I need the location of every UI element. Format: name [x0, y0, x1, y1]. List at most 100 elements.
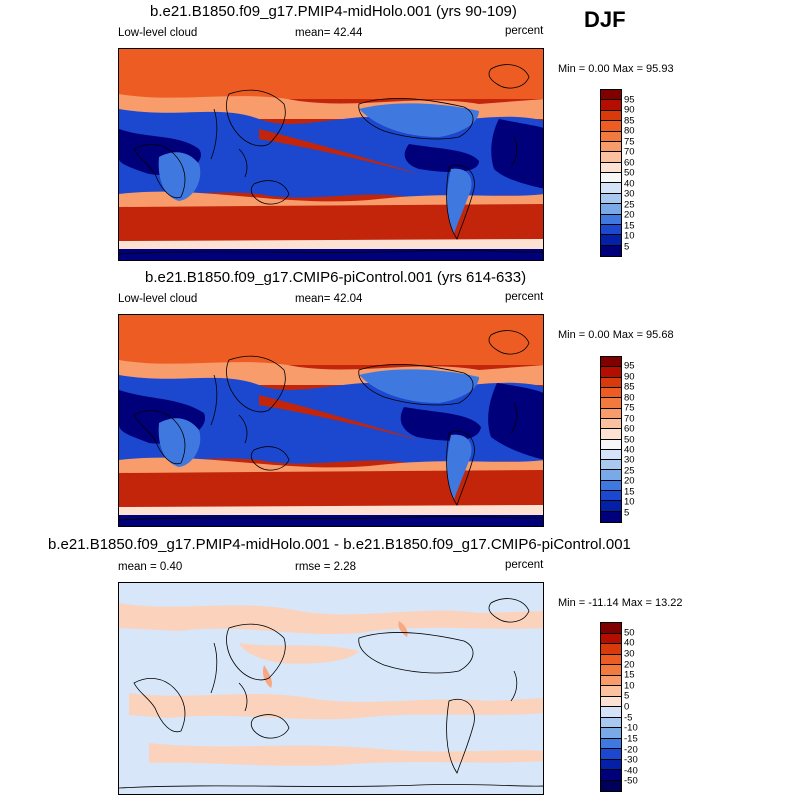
colorbar-tick-label: 50	[624, 167, 635, 179]
colorbar-tick-label: 10	[624, 496, 635, 508]
panel1-minmax: Min = 0.00 Max = 95.93	[558, 63, 674, 75]
colorbar-swatch	[601, 131, 621, 142]
panel1-map	[118, 48, 544, 261]
colorbar-tick-label: -15	[624, 733, 638, 745]
colorbar-tick-label: 20	[624, 475, 635, 487]
colorbar-tick-label: 75	[624, 402, 635, 414]
colorbar-swatch	[601, 418, 621, 430]
colorbar-swatch	[601, 686, 621, 697]
colorbar-swatch	[601, 439, 621, 450]
colorbar-tick-label: 70	[624, 146, 635, 158]
colorbar-swatch	[601, 696, 621, 707]
colorbar-swatch	[601, 377, 621, 388]
panel3-title: b.e21.B1850.f09_g17.PMIP4-midHolo.001 - …	[48, 536, 631, 553]
colorbar-tick-label: 25	[624, 465, 635, 477]
colorbar-tick-label: 85	[624, 381, 635, 393]
panel1-colorbar-ticks: 95 90 85 80 75 70 60 50 40 30 25 20 15 10 5	[600, 89, 660, 257]
colorbar-swatch	[601, 717, 621, 728]
colorbar-tick-label: 85	[624, 115, 635, 126]
colorbar-tick-label: 60	[624, 423, 635, 435]
panel3-units-label: percent	[505, 559, 544, 571]
panel2-colorbar-ticks: 95 90 85 80 75 70 60 50 40 30 25 20 15 10 5	[600, 356, 660, 523]
colorbar-swatch	[601, 173, 621, 184]
colorbar-swatch	[601, 235, 621, 246]
panel1-map-svg	[119, 49, 543, 260]
colorbar-swatch	[601, 644, 621, 655]
colorbar-swatch	[601, 141, 621, 153]
colorbar-tick-label: 95	[624, 94, 635, 105]
colorbar-swatch	[601, 429, 621, 440]
colorbar-swatch	[601, 470, 621, 481]
colorbar-tick-label: 5	[624, 690, 630, 702]
colorbar-tick-label: 15	[624, 669, 635, 681]
panel1-units-label: percent	[505, 25, 544, 37]
colorbar-swatch	[601, 623, 621, 634]
panel1-mean-label: mean= 42.44	[295, 27, 363, 39]
colorbar-swatch	[601, 675, 621, 686]
colorbar-swatch	[601, 770, 621, 781]
colorbar-tick-label: 90	[624, 104, 635, 116]
colorbar-tick-label: 25	[624, 199, 635, 210]
colorbar-swatch	[601, 780, 621, 791]
colorbar-swatch	[601, 460, 621, 471]
colorbar-swatch	[601, 480, 621, 492]
colorbar-tick-label: 10	[624, 230, 635, 242]
colorbar-tick-label: 30	[624, 648, 635, 660]
panel2-minmax: Min = 0.00 Max = 95.68	[558, 329, 674, 341]
colorbar-swatch	[601, 665, 621, 676]
panel1-colorbar	[600, 89, 622, 257]
colorbar-swatch	[601, 633, 621, 644]
colorbar-tick-label: 60	[624, 157, 635, 168]
colorbar-tick-label: 0	[624, 701, 630, 713]
colorbar-tick-label: -10	[624, 722, 638, 734]
colorbar-swatch	[601, 152, 621, 163]
colorbar-swatch	[601, 193, 621, 205]
panel1-variable-label: Low-level cloud	[118, 27, 198, 39]
colorbar-swatch	[601, 224, 621, 236]
colorbar-tick-label: 10	[624, 680, 635, 692]
colorbar-tick-label: 40	[624, 637, 635, 649]
panel3-minmax: Min = -11.14 Max = 13.22	[558, 597, 683, 609]
colorbar-tick-label: -30	[624, 754, 638, 766]
panel3-rmse-label: rmse = 2.28	[295, 561, 357, 573]
panel3-colorbar	[600, 622, 622, 792]
colorbar-tick-label: 75	[624, 136, 635, 147]
colorbar-swatch	[601, 501, 621, 512]
colorbar-tick-label: 80	[624, 392, 635, 404]
colorbar-tick-label: 90	[624, 371, 635, 383]
colorbar-swatch	[601, 759, 621, 770]
colorbar-tick-label: -50	[624, 775, 638, 787]
panel3-colorbar-ticks: 50 40 30 20 15 10 5 0 -5 -10 -15 -20 -30 -40 -50	[600, 622, 660, 792]
colorbar-swatch	[601, 214, 621, 225]
colorbar-swatch	[601, 110, 621, 122]
panel2-map	[118, 314, 544, 527]
season-label: DJF	[584, 7, 626, 32]
colorbar-tick-label: 40	[624, 444, 635, 456]
panel3-map	[118, 582, 544, 795]
colorbar-tick-label: 70	[624, 413, 635, 425]
colorbar-tick-label: 30	[624, 188, 635, 200]
colorbar-tick-label: 95	[624, 360, 635, 372]
colorbar-tick-label: -40	[624, 765, 638, 777]
colorbar-tick-label: 50	[624, 434, 635, 445]
colorbar-swatch	[601, 749, 621, 760]
colorbar-tick-label: 15	[624, 486, 635, 498]
colorbar-tick-label: 30	[624, 454, 635, 466]
colorbar-tick-label: 20	[624, 659, 635, 670]
colorbar-swatch	[601, 491, 621, 502]
colorbar-swatch	[601, 728, 621, 739]
panel2-mean-label: mean= 42.04	[295, 293, 363, 305]
colorbar-tick-label: 15	[624, 220, 635, 231]
colorbar-swatch	[601, 121, 621, 132]
colorbar-swatch	[601, 387, 621, 399]
panel2-units-label: percent	[505, 291, 544, 303]
panel1-title: b.e21.B1850.f09_g17.PMIP4-midHolo.001 (y…	[150, 3, 517, 20]
panel2-title: b.e21.B1850.f09_g17.CMIP6-piControl.001 …	[145, 269, 527, 286]
colorbar-swatch	[601, 162, 621, 173]
colorbar-swatch	[601, 449, 621, 461]
colorbar-swatch	[601, 707, 621, 718]
colorbar-tick-label: 5	[624, 241, 630, 252]
panel3-mean-label: mean = 0.40	[118, 561, 183, 573]
colorbar-swatch	[601, 408, 621, 419]
colorbar-tick-label: 80	[624, 125, 635, 137]
